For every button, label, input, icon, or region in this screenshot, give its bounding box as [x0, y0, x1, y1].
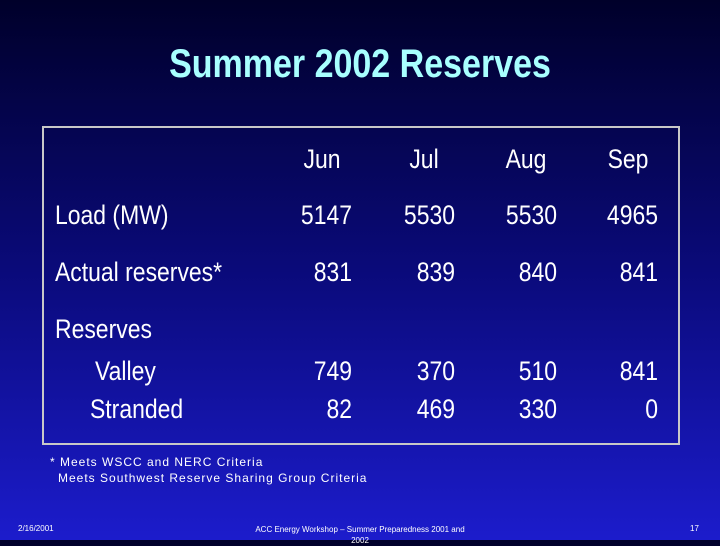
table-cell: 841 — [619, 257, 658, 287]
row-label: Load (MW) — [55, 200, 169, 230]
footer-caption: ACC Energy Workshop – Summer Preparednes… — [255, 525, 465, 545]
footnote: * Meets WSCC and NERC Criteria — [50, 455, 264, 469]
row-label: Actual reserves* — [55, 257, 223, 287]
table-cell: 5530 — [403, 200, 455, 230]
table-cell: 839 — [416, 257, 455, 287]
table-cell: 82 — [326, 394, 352, 424]
table-cell: 5147 — [300, 200, 352, 230]
footnote: Meets Southwest Reserve Sharing Group Cr… — [58, 471, 368, 485]
row-label: Stranded — [90, 394, 184, 424]
column-header: Jul — [409, 144, 439, 174]
table-cell: 5530 — [505, 200, 557, 230]
column-header: Jun — [303, 144, 341, 174]
table-cell: 469 — [416, 394, 455, 424]
table-cell: 4965 — [606, 200, 658, 230]
table-cell: 0 — [645, 394, 658, 424]
table-cell: 840 — [518, 257, 557, 287]
slide-title: Summer 2002 Reserves — [169, 42, 551, 86]
footer-date: 2/16/2001 — [18, 524, 54, 533]
row-label: Valley — [95, 356, 156, 386]
column-header: Aug — [505, 144, 547, 174]
table-cell: 510 — [518, 356, 557, 386]
table-cell: 841 — [619, 356, 658, 386]
table-frame — [42, 126, 680, 445]
table-cell: 831 — [313, 257, 352, 287]
table-cell: 330 — [518, 394, 557, 424]
table-cell: 749 — [313, 356, 352, 386]
row-label: Reserves — [55, 314, 152, 344]
column-header: Sep — [607, 144, 649, 174]
footer-page: 17 — [690, 524, 699, 533]
table-cell: 370 — [416, 356, 455, 386]
